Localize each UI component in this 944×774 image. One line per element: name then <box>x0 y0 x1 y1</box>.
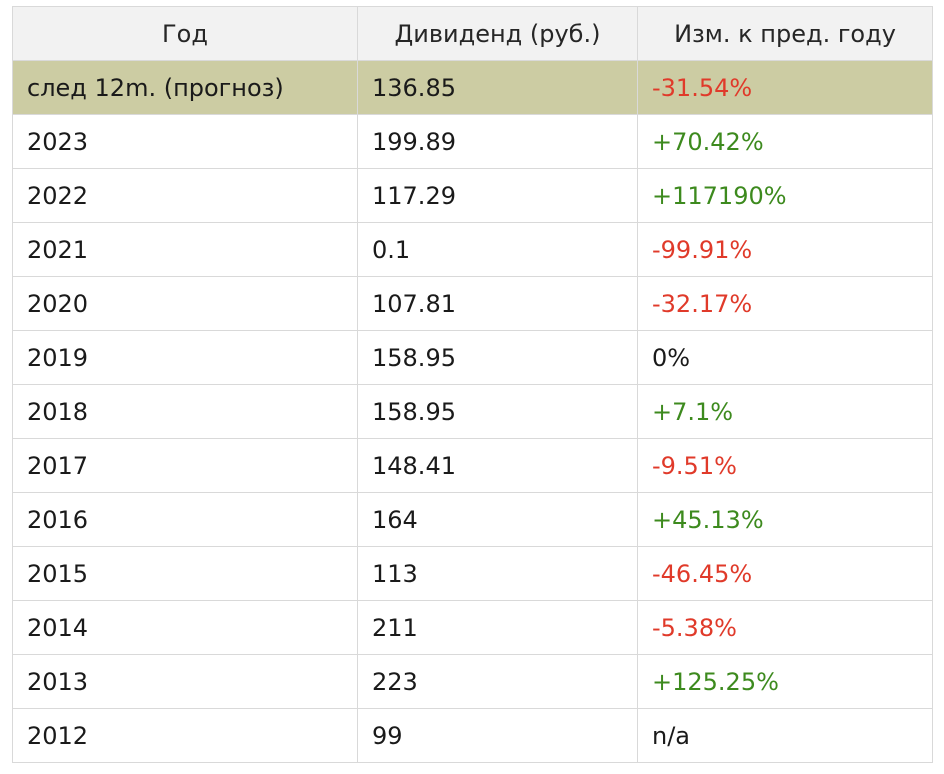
table-row: 2020 107.81 -32.17% <box>12 276 933 331</box>
cell-change: -99.91% <box>637 222 933 277</box>
cell-year: 2014 <box>12 600 358 655</box>
cell-dividend: 136.85 <box>357 60 638 115</box>
cell-year: 2013 <box>12 654 358 709</box>
cell-year: 2023 <box>12 114 358 169</box>
table-row: 2017 148.41 -9.51% <box>12 438 933 493</box>
cell-dividend: 113 <box>357 546 638 601</box>
cell-change: -5.38% <box>637 600 933 655</box>
table-row: 2019 158.95 0% <box>12 330 933 385</box>
table-row: 2018 158.95 +7.1% <box>12 384 933 439</box>
table-row: 2022 117.29 +117190% <box>12 168 933 223</box>
header-dividend: Дивиденд (руб.) <box>357 6 638 61</box>
cell-change: +45.13% <box>637 492 933 547</box>
cell-change: -46.45% <box>637 546 933 601</box>
table-row: 2015 113 -46.45% <box>12 546 933 601</box>
cell-change: n/a <box>637 708 933 763</box>
cell-year: 2016 <box>12 492 358 547</box>
cell-dividend: 211 <box>357 600 638 655</box>
cell-change: +7.1% <box>637 384 933 439</box>
table-body: след 12m. (прогноз) 136.85 -31.54% 2023 … <box>12 60 933 763</box>
cell-dividend: 0.1 <box>357 222 638 277</box>
header-change: Изм. к пред. году <box>637 6 933 61</box>
header-row: Год Дивиденд (руб.) Изм. к пред. году <box>12 6 933 61</box>
table-row: 2023 199.89 +70.42% <box>12 114 933 169</box>
cell-dividend: 223 <box>357 654 638 709</box>
dividend-table-container: Год Дивиденд (руб.) Изм. к пред. году сл… <box>12 6 933 763</box>
cell-change: -31.54% <box>637 60 933 115</box>
cell-year: 2022 <box>12 168 358 223</box>
cell-change: 0% <box>637 330 933 385</box>
cell-year: 2015 <box>12 546 358 601</box>
cell-year: 2020 <box>12 276 358 331</box>
table-row: 2012 99 n/a <box>12 708 933 763</box>
cell-year: 2021 <box>12 222 358 277</box>
header-year: Год <box>12 6 358 61</box>
cell-change: -32.17% <box>637 276 933 331</box>
table-row: 2016 164 +45.13% <box>12 492 933 547</box>
table-row: след 12m. (прогноз) 136.85 -31.54% <box>12 60 933 115</box>
cell-change: +125.25% <box>637 654 933 709</box>
cell-dividend: 158.95 <box>357 330 638 385</box>
cell-dividend: 117.29 <box>357 168 638 223</box>
cell-dividend: 199.89 <box>357 114 638 169</box>
table-header: Год Дивиденд (руб.) Изм. к пред. году <box>12 6 933 61</box>
cell-change: +117190% <box>637 168 933 223</box>
cell-change: +70.42% <box>637 114 933 169</box>
cell-dividend: 99 <box>357 708 638 763</box>
cell-year: 2019 <box>12 330 358 385</box>
cell-dividend: 148.41 <box>357 438 638 493</box>
cell-dividend: 158.95 <box>357 384 638 439</box>
cell-dividend: 164 <box>357 492 638 547</box>
table-row: 2013 223 +125.25% <box>12 654 933 709</box>
cell-year: 2012 <box>12 708 358 763</box>
cell-year: след 12m. (прогноз) <box>12 60 358 115</box>
table-row: 2021 0.1 -99.91% <box>12 222 933 277</box>
cell-year: 2017 <box>12 438 358 493</box>
cell-change: -9.51% <box>637 438 933 493</box>
dividend-history-table: Год Дивиденд (руб.) Изм. к пред. году сл… <box>12 6 933 763</box>
cell-dividend: 107.81 <box>357 276 638 331</box>
cell-year: 2018 <box>12 384 358 439</box>
table-row: 2014 211 -5.38% <box>12 600 933 655</box>
